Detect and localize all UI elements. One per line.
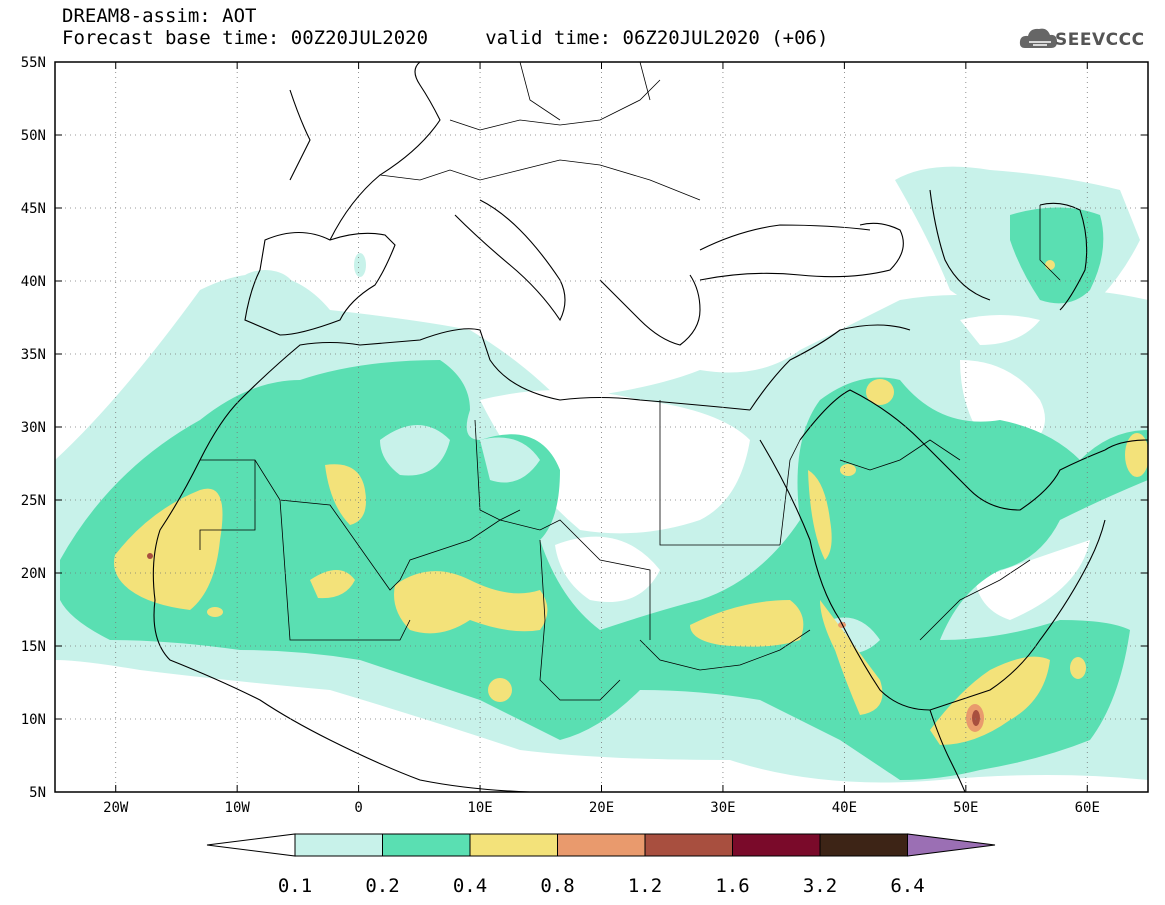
longitude-labels: 20W 10W 0 10E 20E 30E 40E 50E 60E xyxy=(103,62,1100,816)
lon-label: 30E xyxy=(710,800,735,816)
colorbar-tick-label: 0.8 xyxy=(540,875,574,897)
aot-band-0.4 xyxy=(114,260,1148,745)
colorbar-bin xyxy=(644,833,733,857)
cloud-icon xyxy=(1019,28,1057,48)
aot-band-0.1-inner xyxy=(380,425,880,654)
lat-label: 20N xyxy=(21,566,46,582)
lat-label: 55N xyxy=(21,55,46,71)
colorbar-bin xyxy=(732,833,821,857)
country-borders xyxy=(199,62,1061,701)
lat-label: 10N xyxy=(21,712,46,728)
lon-label: 20E xyxy=(589,800,614,816)
lat-label: 30N xyxy=(21,420,46,436)
lat-label: 40N xyxy=(21,274,46,290)
colorbar-bin xyxy=(819,833,908,857)
lon-label: 10E xyxy=(467,800,492,816)
colorbar-tick-label: 1.2 xyxy=(628,875,662,897)
colorbar-bin xyxy=(557,833,646,857)
colorbar-tick-labels: 0.1 0.2 0.4 0.8 1.2 1.6 3.2 6.4 xyxy=(278,875,925,897)
coastlines xyxy=(152,62,1148,792)
lat-label: 5N xyxy=(29,785,46,801)
colorbar-tick-label: 0.4 xyxy=(453,875,487,897)
lat-label: 50N xyxy=(21,128,46,144)
colorbar-over-arrow xyxy=(907,833,996,857)
colorbar-tick-label: 6.4 xyxy=(890,875,924,897)
colorbar-tick-label: 0.1 xyxy=(278,875,312,897)
forecast-times: Forecast base time: 00Z20JUL2020 valid t… xyxy=(62,27,829,49)
colorbar-tick-label: 0.2 xyxy=(365,875,399,897)
colorbar-tick-label: 1.6 xyxy=(715,875,749,897)
lon-label: 50E xyxy=(953,800,978,816)
colorbar-bin xyxy=(382,833,471,857)
lon-label: 40E xyxy=(832,800,857,816)
logo-text: SEEVCCC xyxy=(1055,30,1145,50)
lat-label: 25N xyxy=(21,493,46,509)
colorbar xyxy=(206,833,996,857)
colorbar-bin xyxy=(469,833,558,857)
lon-label: 10W xyxy=(225,800,251,816)
lat-label: 35N xyxy=(21,347,46,363)
lon-label: 20W xyxy=(103,800,129,816)
lat-label: 15N xyxy=(21,639,46,655)
chart-title: DREAM8-assim: AOT xyxy=(62,5,257,27)
lon-label: 60E xyxy=(1075,800,1100,816)
lon-label: 0 xyxy=(354,800,362,816)
colorbar-bin xyxy=(294,833,383,857)
colorbar-tick-label: 3.2 xyxy=(803,875,837,897)
lat-lon-grid xyxy=(55,62,1148,792)
colorbar-under-arrow xyxy=(206,833,296,857)
lat-label: 45N xyxy=(21,201,46,217)
aot-band-1.2 xyxy=(147,553,980,726)
latitude-labels: 55N 50N 45N 40N 35N 30N 25N 20N 15N 10N 5N xyxy=(21,55,1148,801)
